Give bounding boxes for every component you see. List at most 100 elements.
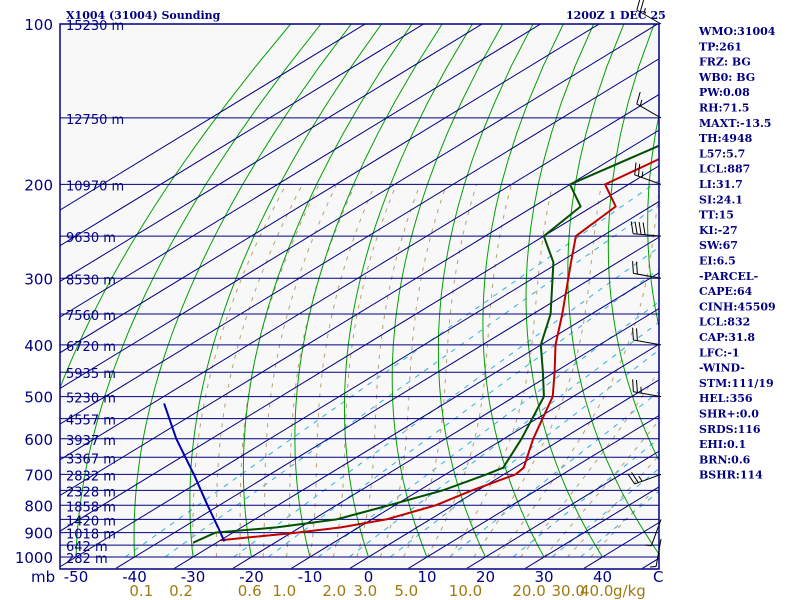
- wind-barb: [632, 327, 662, 346]
- moist-adiabat-line: [192, 184, 287, 557]
- isotherm-line: [60, 24, 425, 247]
- wind-barb: [632, 261, 662, 279]
- temperature-tick-label: -20: [239, 568, 264, 586]
- mixing-ratio-label: 1.0: [272, 582, 296, 600]
- isotherm-line: [60, 24, 542, 318]
- temperature-tick-label: 10: [417, 568, 436, 586]
- height-label: 5935 m: [66, 367, 116, 382]
- pressure-tick-label: 600: [24, 431, 53, 449]
- wind-barb-staff: [636, 103, 662, 119]
- wind-barb: [627, 472, 662, 485]
- height-label: 282 m: [66, 552, 108, 567]
- isotherm-line: [60, 24, 367, 211]
- x-axis-mb-label: mb: [31, 568, 55, 586]
- mixing-ratio-label: 2.0: [322, 582, 346, 600]
- wind-barbs: [627, 0, 662, 568]
- wind-barb-half: [641, 171, 644, 178]
- index-line: CAP:31.8: [699, 331, 755, 344]
- index-line: L57:5.7: [699, 147, 745, 160]
- wind-barb-full: [642, 222, 646, 235]
- index-line: -WIND-: [699, 362, 745, 375]
- wind-barb: [636, 91, 662, 119]
- wind-barb-staff: [633, 233, 662, 237]
- valid-time: 1200Z 1 DEC 25: [566, 9, 666, 22]
- pressure-tick-label: 300: [24, 270, 53, 288]
- wind-barb: [636, 0, 662, 25]
- index-line: SW:67: [699, 239, 738, 252]
- temperature-trace: [220, 157, 659, 542]
- wind-barb-full: [636, 379, 638, 393]
- index-line: SI:24.1: [699, 193, 743, 206]
- dewpoint-trace: [192, 144, 659, 544]
- isotherm-line: [60, 58, 659, 425]
- index-line: BSHR:114: [699, 469, 763, 482]
- wind-barb: [634, 162, 662, 185]
- moist-adiabat-line: [332, 184, 397, 558]
- height-label: 642 m: [66, 540, 108, 555]
- index-line: LI:31.7: [699, 178, 743, 191]
- height-label: 7560 m: [66, 309, 116, 324]
- temperature-tick-label: -40: [122, 568, 147, 586]
- wind-barb-full: [627, 473, 636, 485]
- wind-barb-staff: [636, 9, 662, 25]
- height-label: 3937 m: [66, 434, 116, 449]
- height-label: 3367 m: [66, 452, 116, 467]
- index-line: BRN:0.6: [699, 453, 751, 466]
- height-label: 1858 m: [66, 500, 116, 515]
- index-line: MAXT:-13.5: [699, 117, 771, 130]
- height-label: 2832 m: [66, 469, 116, 484]
- wind-barb-half: [639, 99, 643, 107]
- height-label: 1420 m: [66, 514, 116, 529]
- stability-indices: WMO:31004 TP:261 FRZ: BG WB0: BG PW:0.08 RH:7…: [698, 25, 776, 482]
- temperature-tick-label: -50: [64, 568, 89, 586]
- wind-barb-full: [631, 472, 639, 483]
- moist-adiabat-line: [239, 184, 320, 557]
- isotherm-line: [115, 236, 659, 569]
- index-line: WMO:31004: [698, 25, 776, 38]
- moist-adiabat-line: [403, 184, 478, 558]
- index-line: SRDS:116: [699, 423, 761, 436]
- temperature-tick-label: -30: [181, 568, 206, 586]
- wind-barb-half: [645, 544, 652, 547]
- wind-barb-full: [632, 379, 634, 392]
- pressure-tick-label: 800: [24, 497, 53, 515]
- height-label: 15230 m: [66, 19, 124, 34]
- temperature-tick-label: 20: [476, 568, 495, 586]
- height-label: 5230 m: [66, 392, 116, 407]
- index-line: EHI:0.1: [699, 438, 746, 451]
- pressure-tick-label: 700: [24, 466, 53, 484]
- index-line: WB0: BG: [698, 71, 755, 84]
- wind-barb-full: [630, 221, 634, 234]
- temperature-tick-label: 0: [364, 568, 374, 586]
- index-line: SHR+:0.0: [699, 408, 759, 421]
- index-line: STM:111/19: [699, 377, 774, 390]
- moist-adiabat-line: [496, 188, 659, 558]
- moist-adiabat-line: [262, 184, 338, 558]
- isotherm-line: [466, 450, 659, 569]
- wind-barb-staff: [655, 538, 662, 567]
- parcel-trace: [163, 403, 226, 542]
- skewt-grid: [60, 24, 659, 569]
- wind-barb-full: [634, 162, 637, 175]
- wind-barb-full: [632, 261, 634, 274]
- index-line: TP:261: [699, 40, 742, 53]
- moist-adiabat-line: [473, 184, 602, 558]
- isotherm-line: [60, 24, 659, 389]
- height-label: 6720 m: [66, 340, 116, 355]
- height-label: 8530 m: [66, 273, 116, 288]
- index-line: FRZ: BG: [699, 56, 751, 69]
- wind-barb-half: [649, 566, 657, 568]
- height-label: 12750 m: [66, 113, 124, 128]
- moist-adiabat-line: [520, 369, 659, 558]
- wind-barb-full: [636, 0, 641, 11]
- isotherm-line: [60, 93, 659, 461]
- isotherm-line: [60, 200, 659, 568]
- wind-barb-staff: [634, 174, 662, 185]
- wind-barb: [630, 221, 662, 237]
- index-line: HEL:356: [699, 392, 753, 405]
- mixing-ratio-label: 0.1: [129, 582, 153, 600]
- mixing-ratio-label: 40.0: [580, 582, 613, 600]
- mixing-ratio-label: 10.0: [449, 582, 482, 600]
